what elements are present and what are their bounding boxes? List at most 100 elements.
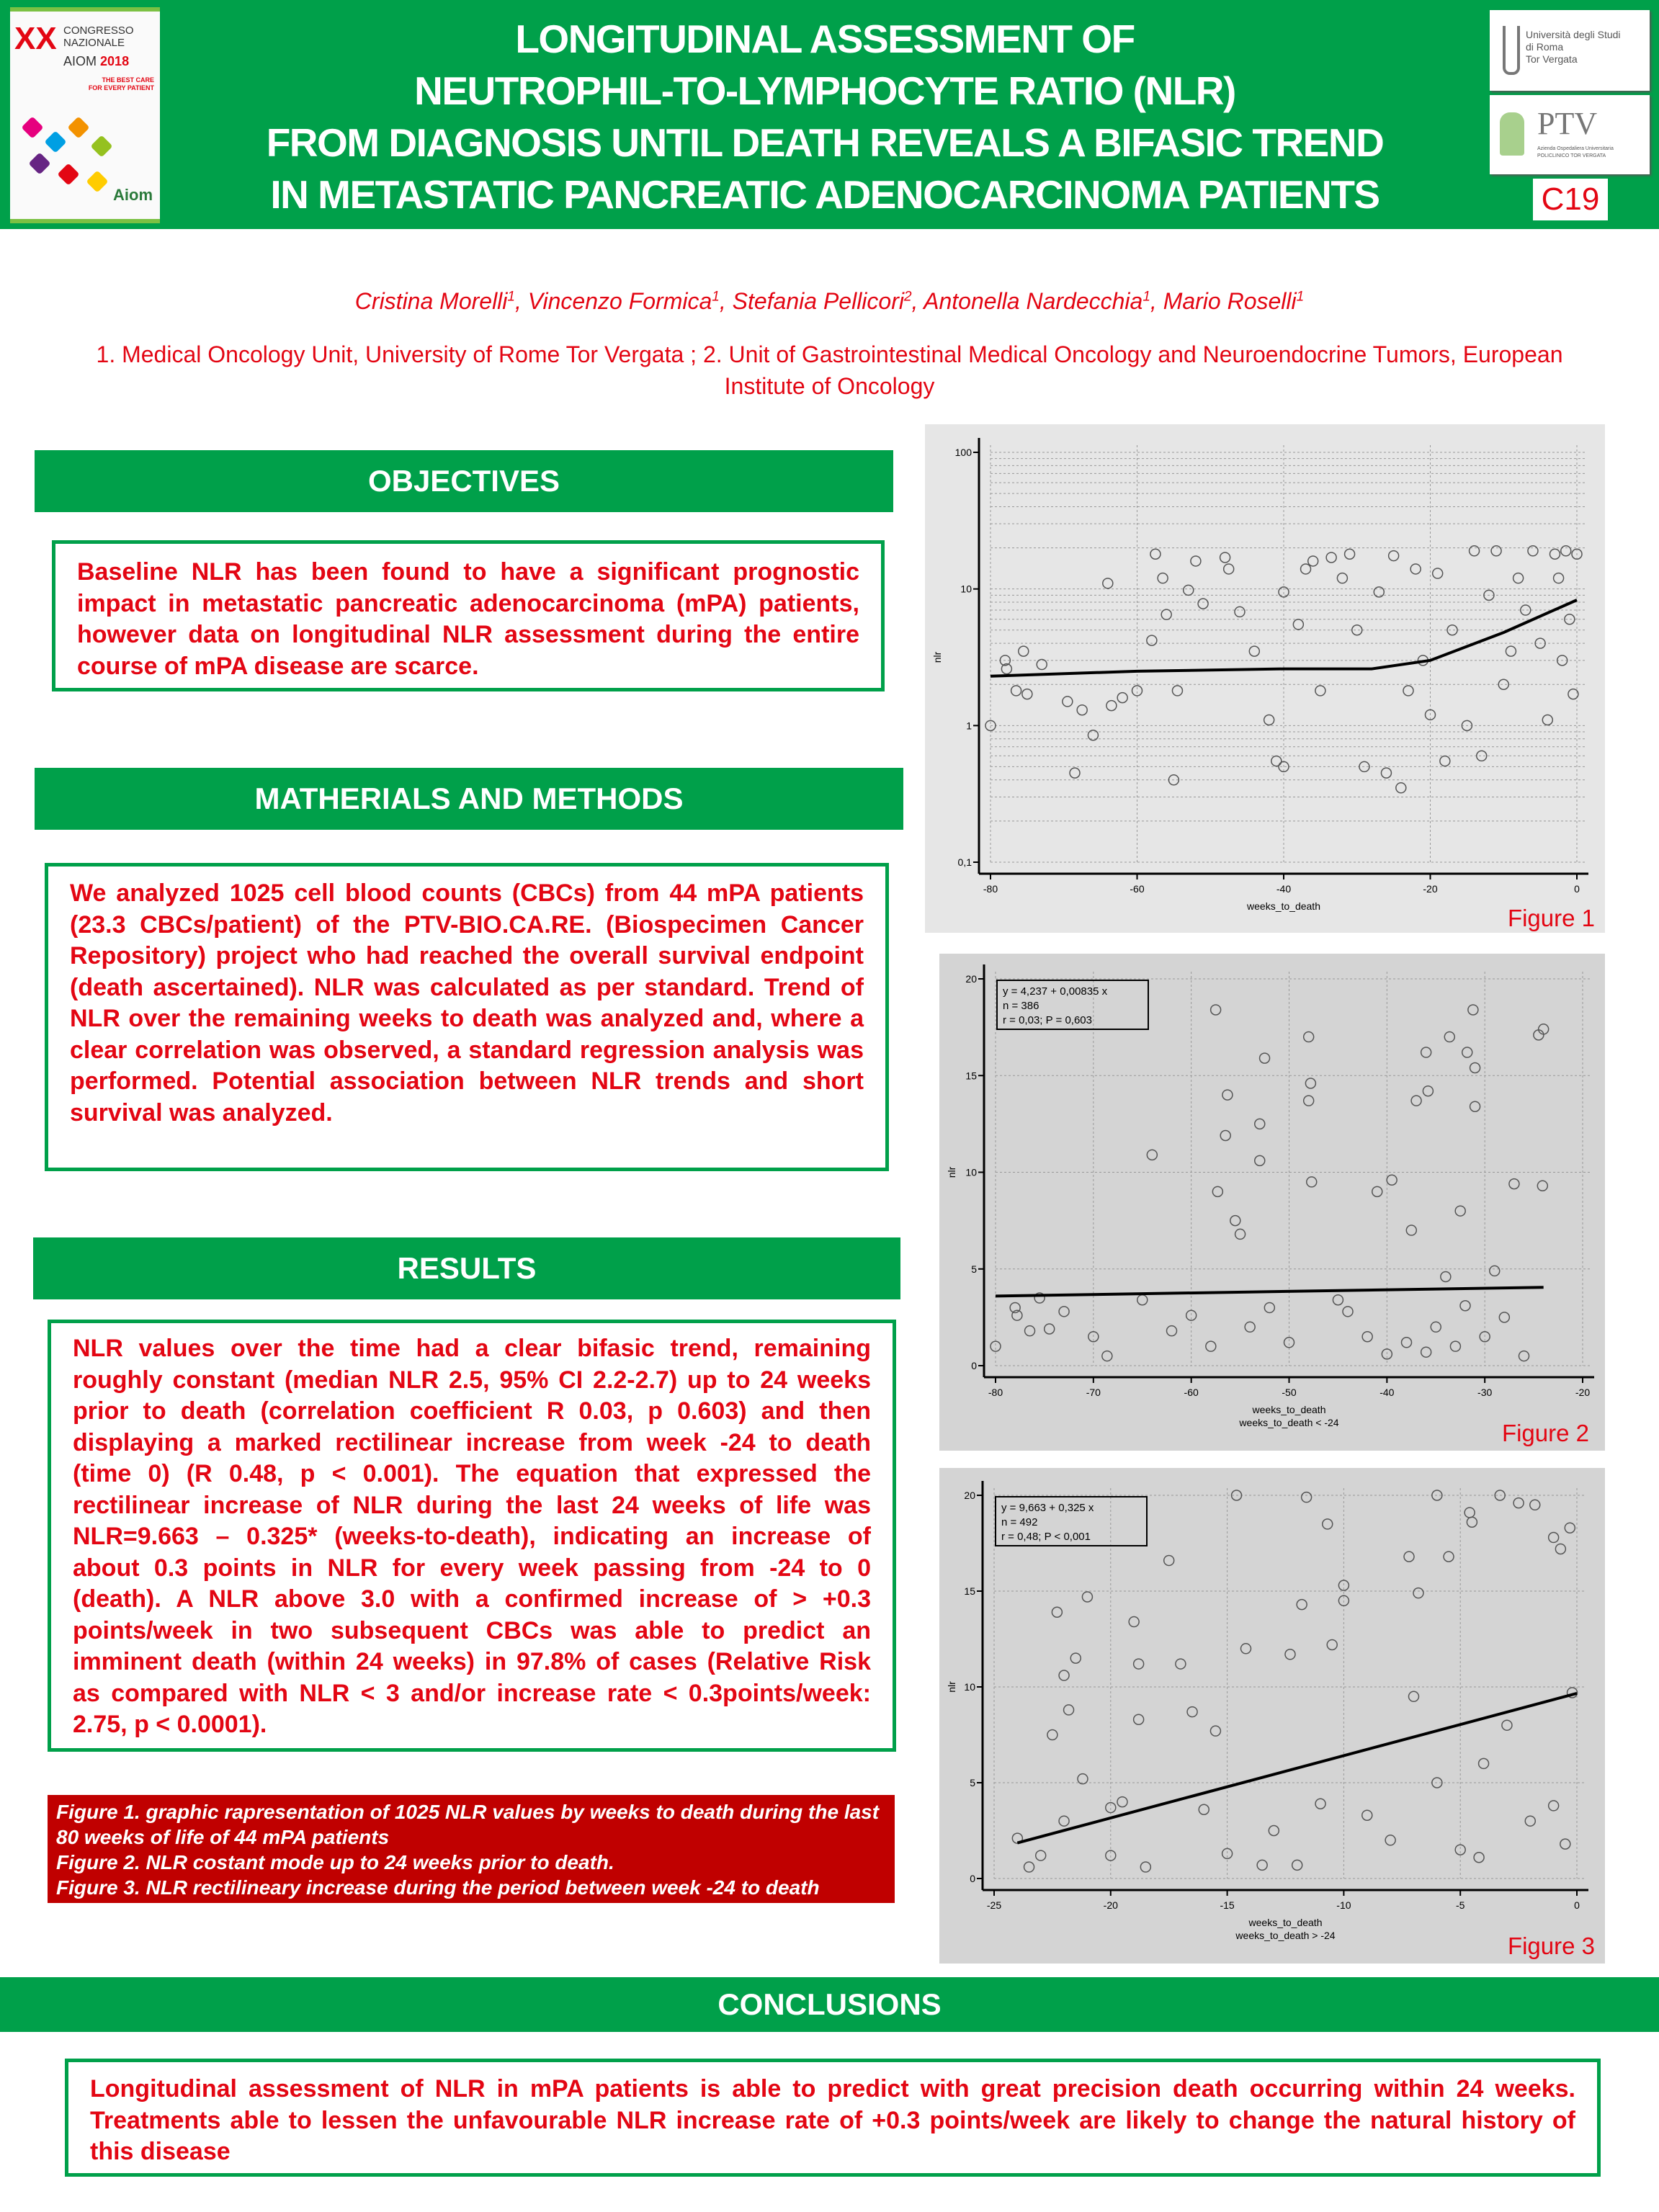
hexagon-icon — [90, 135, 113, 158]
data-point — [1338, 1595, 1350, 1607]
data-point — [1444, 1031, 1456, 1043]
y-tick-label: 100 — [955, 447, 972, 458]
data-point — [1131, 685, 1143, 697]
data-point — [1132, 1658, 1145, 1670]
data-point — [1036, 658, 1047, 671]
conclusions-box: Longitudinal assessment of NLR in mPA pa… — [65, 2059, 1601, 2177]
data-point — [1466, 1516, 1478, 1528]
data-point — [1117, 1796, 1128, 1808]
data-point — [1185, 1309, 1197, 1321]
data-point — [1128, 1616, 1140, 1628]
data-point — [1446, 624, 1458, 636]
data-point — [1537, 1180, 1549, 1192]
data-point — [1359, 761, 1370, 773]
author-list: Cristina Morelli1, Vincenzo Formica1, St… — [354, 288, 1305, 314]
data-point — [1209, 1725, 1222, 1737]
data-point — [1278, 761, 1289, 773]
x-axis-subtitle: weeks_to_death > -24 — [1235, 1930, 1335, 1941]
data-point — [1518, 1350, 1530, 1362]
logo-tagline: THE BEST CARE FOR EVERY PATIENT — [88, 76, 154, 91]
data-point — [1024, 1325, 1036, 1337]
data-point — [1537, 1024, 1550, 1035]
data-point — [1062, 696, 1073, 707]
data-point — [1405, 1224, 1418, 1236]
x-tick-label: -50 — [1282, 1387, 1296, 1398]
data-point — [1101, 1350, 1113, 1362]
x-tick-label: -40 — [1379, 1387, 1394, 1398]
y-tick-label: 0 — [971, 1360, 977, 1371]
data-point — [1010, 685, 1022, 697]
data-point — [1449, 1340, 1462, 1352]
data-point — [1315, 1798, 1326, 1810]
data-point — [1372, 1186, 1383, 1198]
data-point — [1555, 1543, 1567, 1555]
caption-figure-2: Figure 2. NLR costant mode up to 24 week… — [56, 1851, 614, 1873]
data-point — [1387, 550, 1400, 562]
logo-text: CONGRESSO NAZIONALE — [63, 24, 134, 49]
results-heading: RESULTS — [33, 1237, 900, 1299]
figure-1-label: Figure 1 — [1507, 905, 1595, 931]
figure-3-panel: -25 -20 -15 -10 -5 0 0 5 10 15 20 weeks_to_death wee… — [939, 1468, 1605, 1964]
hexagon-icon — [21, 116, 44, 139]
data-point — [1385, 1835, 1396, 1846]
data-point — [1498, 1312, 1511, 1323]
data-point — [1336, 572, 1349, 584]
x-tick-label: -70 — [1086, 1387, 1101, 1398]
data-point — [1342, 1306, 1354, 1317]
data-point — [1140, 1861, 1152, 1873]
data-point — [1222, 1089, 1233, 1101]
trend-line — [995, 1286, 1544, 1298]
data-point — [1161, 609, 1172, 620]
y-tick-label: 0 — [970, 1873, 975, 1884]
data-point — [1222, 563, 1235, 575]
x-tick-label: -15 — [1220, 1899, 1234, 1911]
data-point — [1490, 545, 1502, 557]
data-point — [1552, 572, 1565, 584]
x-tick-label: -80 — [983, 883, 998, 895]
data-point — [1256, 1859, 1268, 1871]
data-point — [1513, 1497, 1524, 1509]
data-point — [1467, 1004, 1479, 1016]
data-point — [999, 655, 1011, 666]
data-point — [1284, 1649, 1296, 1660]
data-point — [1009, 1302, 1021, 1314]
caption-figure-1: Figure 1. graphic rapresentation of 1025… — [56, 1801, 880, 1848]
regression-legend-box — [995, 1496, 1148, 1546]
y-tick-label: 15 — [965, 1070, 977, 1081]
data-point — [1198, 1804, 1209, 1815]
data-point — [1464, 1507, 1475, 1518]
x-axis-label: weeks_to_death — [1248, 1917, 1323, 1928]
data-point — [1373, 586, 1385, 598]
data-point — [1069, 767, 1081, 779]
data-point — [1102, 578, 1114, 589]
x-tick-label: -80 — [988, 1387, 1003, 1398]
data-point — [1168, 774, 1180, 786]
data-point — [1534, 637, 1546, 649]
data-point — [1315, 685, 1326, 697]
y-tick-label: 5 — [970, 1777, 975, 1788]
data-point — [1542, 714, 1554, 726]
data-point — [1343, 548, 1356, 560]
trend-line — [1016, 1692, 1578, 1845]
x-tick-label: 0 — [1574, 883, 1580, 895]
regression-legend-box — [996, 980, 1149, 1030]
data-point — [1351, 624, 1363, 636]
data-point — [1461, 1047, 1473, 1058]
data-point — [1105, 1850, 1117, 1861]
data-point — [1469, 1062, 1481, 1074]
data-point — [1431, 1490, 1443, 1501]
data-point — [1469, 1101, 1481, 1112]
data-point — [1512, 572, 1524, 584]
poster-title: LONGITUDINAL ASSESSMENT OF NEUTROPHIL-TO… — [266, 17, 1385, 217]
figure-captions: Figure 1. graphic rapresentation of 1025… — [48, 1795, 895, 1903]
data-point — [1166, 1325, 1178, 1337]
hexagon-icon — [44, 130, 67, 153]
x-tick-label: -40 — [1276, 883, 1291, 895]
data-point — [1408, 1691, 1420, 1703]
data-point — [1305, 1176, 1318, 1188]
data-point — [1547, 1800, 1560, 1812]
affiliations: 1. Medical Oncology Unit, University of … — [96, 341, 1563, 399]
data-point — [1043, 1323, 1055, 1335]
caption-figure-3: Figure 3. NLR rectilineary increase duri… — [56, 1876, 820, 1899]
data-point — [1524, 1815, 1537, 1827]
